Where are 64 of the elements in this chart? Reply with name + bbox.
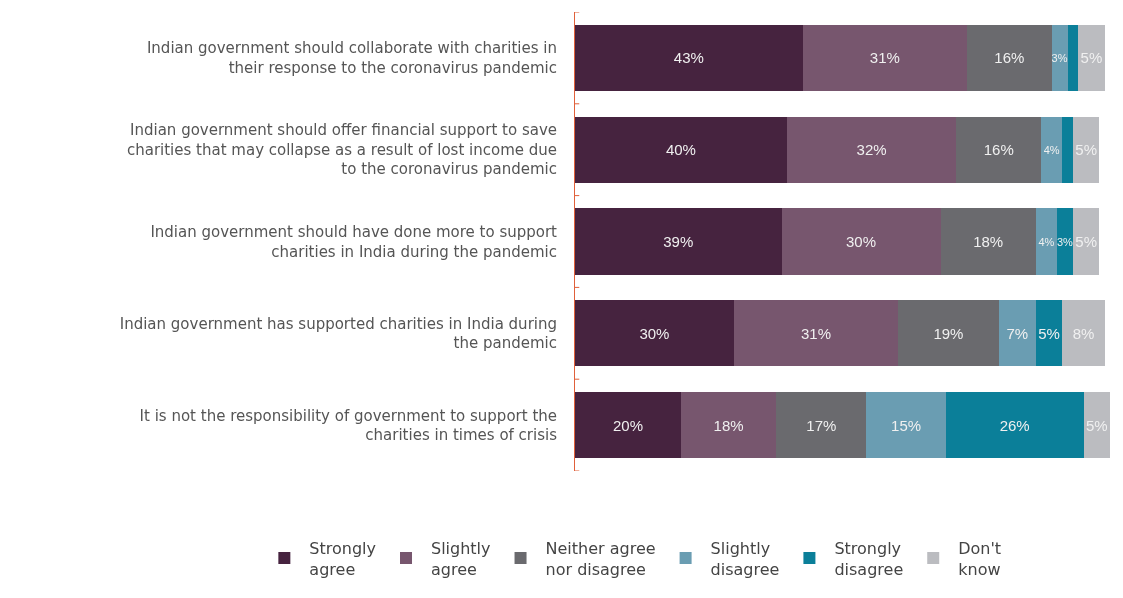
y-tick-label: It is not the responsibility of government to support the charities in times of crisis [139, 406, 558, 445]
bar [680, 392, 777, 459]
data-label: 31% [801, 324, 832, 342]
data-label: 5% [1038, 324, 1060, 342]
data-label: 26% [999, 416, 1030, 434]
bar [866, 392, 946, 459]
data-label: 18% [973, 233, 1004, 250]
legend-label: Don't know [958, 538, 1002, 579]
bar [998, 300, 1036, 367]
bar [1035, 300, 1063, 367]
bar [575, 300, 734, 367]
bar [1062, 300, 1105, 367]
data-label: 19% [933, 324, 964, 342]
bar [1078, 24, 1105, 91]
legend-label: Slightly disagree [710, 538, 780, 579]
bar [1057, 208, 1073, 275]
bar [781, 208, 941, 275]
bar [1035, 208, 1058, 275]
bar [1072, 208, 1100, 275]
data-label: 16% [983, 141, 1014, 159]
data-label: 18% [713, 416, 744, 434]
data-label: 17% [806, 416, 837, 434]
bar [940, 208, 1036, 275]
bar [966, 24, 1052, 91]
data-label: 30% [846, 233, 877, 250]
data-label: 4% [1038, 235, 1055, 248]
bar [1072, 116, 1100, 183]
y-tick-label: Indian government should collaborate with charities in their response to the coronavirus pandemic [146, 39, 557, 77]
data-label: 15% [891, 416, 922, 434]
y-tick-label: Indian government should offer financial support to save charities that may collapse as a result of lost income due to the coronavirus pandemic [126, 121, 557, 179]
data-label: 7% [1006, 324, 1029, 342]
bar [802, 24, 967, 91]
data-label: 32% [856, 141, 887, 159]
bar [786, 116, 957, 183]
data-label: 40% [665, 141, 696, 159]
legend-label: Strongly disagree [834, 538, 904, 579]
bar [1067, 24, 1079, 91]
data-label: 31% [869, 49, 900, 67]
bar [776, 392, 867, 459]
legend-label: Strongly agree [309, 538, 377, 579]
bar [575, 24, 803, 91]
bar [956, 116, 1042, 183]
legend-label: Slightly agree [431, 538, 491, 579]
data-label: 3% [1056, 235, 1074, 248]
data-label: 30% [639, 324, 670, 342]
data-label: 39% [663, 233, 694, 250]
bar [575, 392, 681, 459]
bar [733, 300, 899, 367]
bar [1062, 116, 1073, 183]
data-label: 43% [673, 49, 704, 67]
bar [945, 392, 1084, 459]
data-label: 4% [1043, 143, 1060, 156]
bar [1051, 24, 1068, 91]
bar [1083, 392, 1110, 459]
bar [575, 208, 782, 275]
y-tick-label: Indian government should have done more to support charities in India during the pandemic [150, 223, 558, 261]
bar [1041, 116, 1063, 183]
data-label: 20% [612, 416, 643, 434]
legend-label: Neither agree nor disagree [545, 538, 656, 579]
bar [898, 300, 999, 367]
y-tick-label: Indian government has supported charities in India during the pandemic [119, 314, 557, 353]
data-label: 16% [994, 49, 1025, 67]
bar [575, 116, 787, 183]
data-label: 3% [1051, 51, 1068, 64]
